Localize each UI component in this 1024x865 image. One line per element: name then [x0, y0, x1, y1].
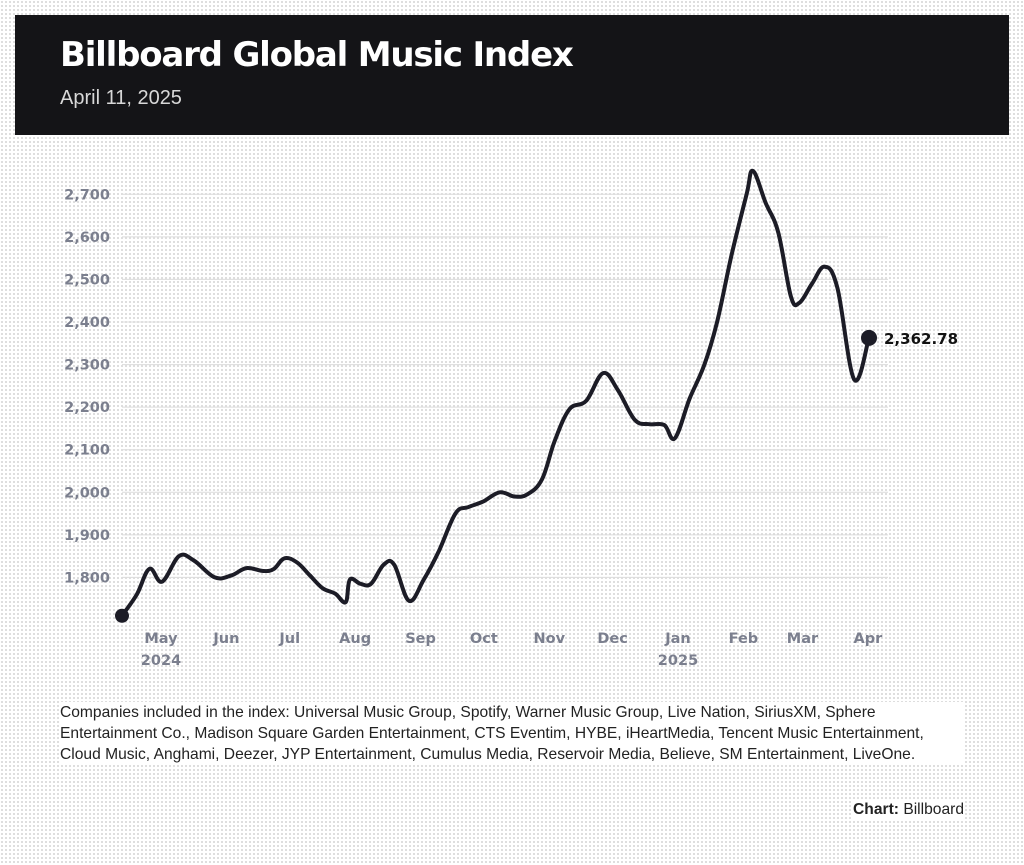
end-point: [861, 329, 878, 346]
x-tick-label: Oct: [470, 631, 498, 647]
x-tick-label: Jun: [212, 631, 239, 647]
start-point: [115, 608, 129, 623]
chart-title: Billboard Global Music Index: [60, 35, 574, 75]
x-tick-label: Mar: [787, 631, 819, 647]
index-companies-note: Companies included in the index: Univers…: [60, 702, 965, 765]
x-tick-label: Apr: [854, 631, 884, 647]
x-axis: May 2024 Jun Jul Aug Sep Oct Nov Dec Jan 2025 Feb Ma…: [141, 631, 883, 669]
y-tick-label: 1,900: [64, 528, 110, 544]
x-tick-label: Aug: [339, 631, 371, 647]
y-tick-label: 1,800: [64, 570, 110, 586]
grid-lines: [50, 160, 900, 680]
line-chart: 1,800 1,900 2,000 2,100 2,200 2,300 2,400 2,500…: [50, 160, 958, 680]
x-tick-label: Sep: [405, 631, 436, 647]
y-tick-label: 2,400: [64, 315, 110, 331]
x-tick-label: Nov: [533, 631, 565, 647]
x-tick-label: Jan: [664, 631, 691, 647]
series-group: 2,362.78: [115, 168, 958, 623]
x-year-label: 2024: [141, 653, 181, 669]
y-tick-label: 2,300: [64, 358, 110, 374]
x-tick-label: Jul: [278, 631, 300, 647]
y-tick-label: 2,500: [64, 272, 110, 288]
y-tick-label: 2,600: [64, 230, 110, 246]
x-year-label: 2025: [658, 653, 698, 669]
chart-credit: Chart: Billboard: [853, 801, 964, 819]
end-value-label: 2,362.78: [884, 330, 958, 348]
header-banner: Billboard Global Music Index April 11, 2…: [15, 15, 1009, 135]
x-tick-label: May: [144, 631, 178, 647]
y-tick-label: 2,100: [64, 443, 110, 459]
chart-date: April 11, 2025: [60, 87, 182, 109]
plot-backdrop: [50, 160, 900, 680]
y-tick-label: 2,000: [64, 485, 110, 501]
y-axis: 1,800 1,900 2,000 2,100 2,200 2,300 2,400 2,500…: [64, 187, 110, 586]
y-tick-label: 2,700: [64, 187, 110, 203]
index-line: [120, 168, 871, 618]
credit-source: Billboard: [903, 801, 964, 818]
x-tick-label: Dec: [597, 631, 627, 647]
y-tick-label: 2,200: [64, 400, 110, 416]
x-tick-label: Feb: [729, 631, 759, 647]
credit-label: Chart:: [853, 801, 899, 818]
